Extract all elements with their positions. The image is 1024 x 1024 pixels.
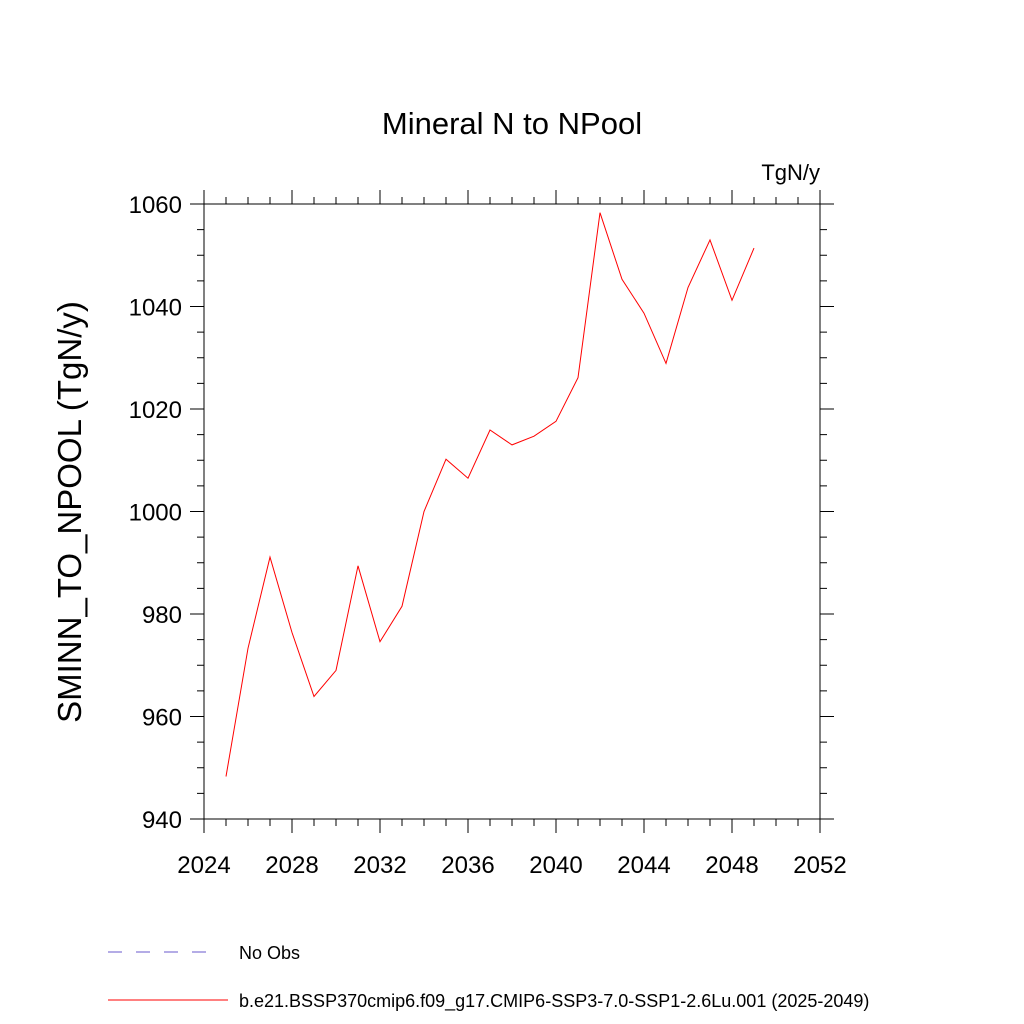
data-point xyxy=(753,247,756,250)
data-point xyxy=(357,564,360,567)
data-point xyxy=(577,376,580,379)
legend: No Obs b.e21.BSSP370cmip6.f09_g17.CMIP6-S… xyxy=(108,943,869,1012)
y-tick-label: 960 xyxy=(142,705,182,732)
x-tick-label: 2036 xyxy=(441,852,494,879)
x-tick-label: 2024 xyxy=(177,852,230,879)
series-layer xyxy=(225,211,756,778)
data-point xyxy=(467,477,470,480)
data-point xyxy=(687,286,690,289)
x-tick-label: 2048 xyxy=(705,852,758,879)
y-tick-label: 1040 xyxy=(129,295,182,322)
x-tick-label: 2028 xyxy=(265,852,318,879)
data-point xyxy=(555,420,558,423)
legend-label: b.e21.BSSP370cmip6.f09_g17.CMIP6-SSP3-7.… xyxy=(239,991,869,1012)
data-point xyxy=(379,640,382,643)
data-point xyxy=(489,429,492,432)
y-tick-label: 1020 xyxy=(129,397,182,424)
data-point xyxy=(621,278,624,281)
y-tick-label: 940 xyxy=(142,807,182,834)
data-point xyxy=(225,775,228,778)
data-point xyxy=(533,435,536,438)
data-point xyxy=(599,211,602,214)
units-label: TgN/y xyxy=(761,160,820,185)
data-point xyxy=(445,458,448,461)
data-point xyxy=(709,238,712,241)
data-point xyxy=(731,299,734,302)
data-point xyxy=(643,312,646,315)
data-point xyxy=(665,362,668,365)
data-point xyxy=(335,669,338,672)
plot-frame xyxy=(203,203,821,820)
series-line xyxy=(225,212,755,777)
data-point xyxy=(423,510,426,513)
x-tick-label: 2044 xyxy=(617,852,670,879)
y-tick-label: 1000 xyxy=(129,500,182,527)
y-tick-label: 1060 xyxy=(129,192,182,219)
y-axis-label: SMINN_TO_NPOOL (TgN/y) xyxy=(51,301,88,723)
data-point xyxy=(401,605,404,608)
data-point xyxy=(511,443,514,446)
x-tick-label: 2052 xyxy=(793,852,846,879)
data-point xyxy=(247,647,250,650)
data-point xyxy=(291,631,294,634)
legend-label: No Obs xyxy=(239,943,300,963)
data-point xyxy=(269,556,272,559)
x-tick-label: 2032 xyxy=(353,852,406,879)
y-tick-label: 980 xyxy=(142,602,182,629)
data-point xyxy=(313,695,316,698)
x-tick-label: 2040 xyxy=(529,852,582,879)
axis-ticks: 2024 2028 2032 2036 2040 2044 2048 2052 940 960 98… xyxy=(129,190,847,879)
chart-title: Mineral N to NPool xyxy=(382,106,642,141)
